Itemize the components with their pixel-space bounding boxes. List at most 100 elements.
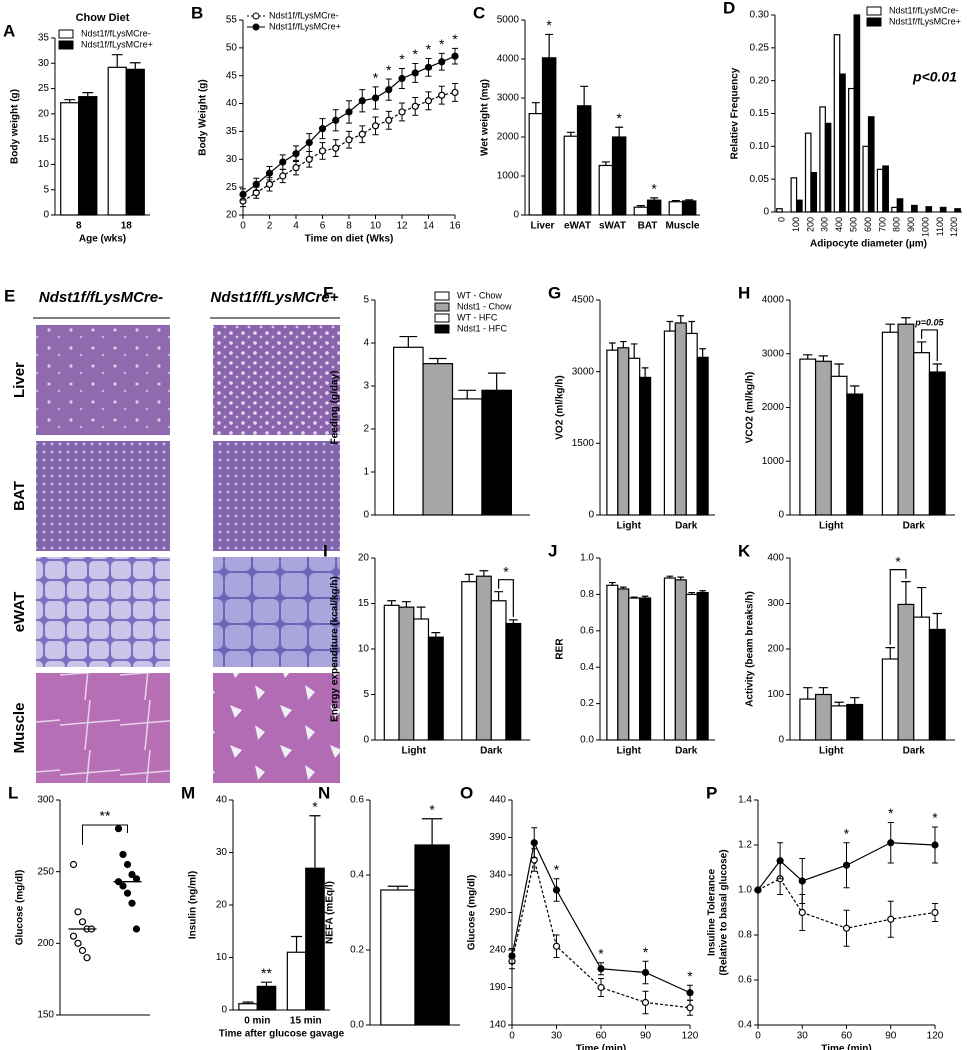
series-line xyxy=(511,859,691,1009)
x-tick-label: 30 xyxy=(551,1031,563,1042)
legend-swatch xyxy=(866,17,882,27)
marker xyxy=(424,63,433,71)
error-bar xyxy=(630,596,638,599)
marker xyxy=(279,158,287,166)
marker xyxy=(385,116,393,124)
legend-label: WT - HFC xyxy=(457,312,498,322)
significance: * xyxy=(643,944,649,960)
error-bar xyxy=(677,576,685,580)
significance: * xyxy=(452,31,458,47)
marker xyxy=(641,998,650,1007)
marker xyxy=(371,122,380,130)
marker xyxy=(552,886,561,894)
y-tick-label: 250 xyxy=(37,866,54,877)
y-axis-title: Insuline Tolerance xyxy=(707,869,718,956)
series-line xyxy=(511,840,691,994)
marker xyxy=(887,839,895,847)
bar xyxy=(790,177,798,213)
x-tick-label: Light xyxy=(617,521,642,532)
row-label: BAT xyxy=(11,481,28,511)
error-bar xyxy=(916,341,927,353)
histology-image xyxy=(36,557,170,667)
dot xyxy=(132,925,141,933)
histology-image xyxy=(36,673,170,783)
panel-letter: L xyxy=(8,783,18,802)
y-tick-label: 10 xyxy=(38,159,50,170)
y-tick-label: 0.2 xyxy=(580,698,594,709)
bar xyxy=(451,398,483,516)
x-axis-title: Time on diet (Wks) xyxy=(305,234,394,245)
error-bar xyxy=(399,335,418,348)
marker xyxy=(411,102,419,110)
significance: * xyxy=(312,798,318,814)
x-axis-title: Time (min) xyxy=(576,1044,626,1050)
marker xyxy=(438,58,446,66)
dot xyxy=(114,825,123,833)
bar xyxy=(862,145,870,213)
error-bar xyxy=(932,612,942,630)
y-tick-label: 440 xyxy=(489,795,506,806)
x-tick-label: 100 xyxy=(791,217,801,232)
marker xyxy=(305,155,313,163)
legend-swatch xyxy=(58,29,74,39)
bar xyxy=(681,200,697,216)
marker xyxy=(345,136,353,144)
x-tick-label: 800 xyxy=(892,217,902,232)
marker xyxy=(530,839,538,847)
bar xyxy=(881,331,899,516)
y-tick-label: 25 xyxy=(226,182,238,193)
y-tick-label: 140 xyxy=(489,1020,506,1031)
y-tick-label: 0.15 xyxy=(750,108,770,119)
dot xyxy=(78,918,87,926)
x-tick-label: 16 xyxy=(449,221,461,232)
y-axis-title: (Relative to basal glucose) xyxy=(719,849,730,975)
histology-image xyxy=(213,673,340,783)
x-axis-title: Adipocyte diameter (µm) xyxy=(810,239,927,250)
error-bar xyxy=(803,354,813,360)
x-tick-label: 60 xyxy=(595,1031,607,1042)
bar xyxy=(606,349,619,516)
y-axis-title: RER xyxy=(555,638,566,660)
x-tick-label: BAT xyxy=(638,221,658,232)
x-tick-label: 30 xyxy=(797,1031,809,1042)
marker xyxy=(332,144,340,152)
y-tick-label: 1500 xyxy=(572,438,595,449)
legend-label: Ndst1 - Chow xyxy=(457,301,512,311)
x-tick-label: Dark xyxy=(480,746,503,757)
series-line xyxy=(757,877,936,929)
error-bar xyxy=(666,320,674,332)
x-tick-label: 4 xyxy=(293,221,299,232)
legend-swatch xyxy=(434,302,450,312)
bar xyxy=(913,352,931,516)
y-tick-label: 0.6 xyxy=(738,975,752,986)
bar xyxy=(896,198,904,213)
bar xyxy=(286,951,307,1011)
y-tick-label: 55 xyxy=(226,15,238,26)
y-tick-label: 15 xyxy=(38,134,50,145)
dot xyxy=(74,908,82,916)
row-label: Muscle xyxy=(11,703,28,754)
x-tick-label: Muscle xyxy=(666,221,700,232)
error-bar xyxy=(834,363,844,377)
x-tick-label: 400 xyxy=(834,217,844,232)
y-tick-label: 30 xyxy=(226,154,238,165)
x-tick-label: 18 xyxy=(121,221,133,232)
error-bar xyxy=(834,701,844,706)
error-bar xyxy=(688,591,695,595)
y-tick-label: 300 xyxy=(37,795,54,806)
error-bar xyxy=(620,340,627,348)
bar xyxy=(475,575,492,741)
bar xyxy=(413,618,430,741)
x-tick-label: Light xyxy=(617,746,642,757)
significance: * xyxy=(429,801,435,817)
bracket xyxy=(498,579,514,617)
marker xyxy=(641,968,650,977)
y-tick-label: 20 xyxy=(216,900,228,911)
bar xyxy=(696,591,709,741)
bracket xyxy=(889,569,907,645)
error-bar xyxy=(458,389,477,399)
panel-letter: J xyxy=(548,541,557,560)
column-header: Ndst1f/fLysMCre- xyxy=(39,289,163,306)
bar xyxy=(427,636,444,741)
